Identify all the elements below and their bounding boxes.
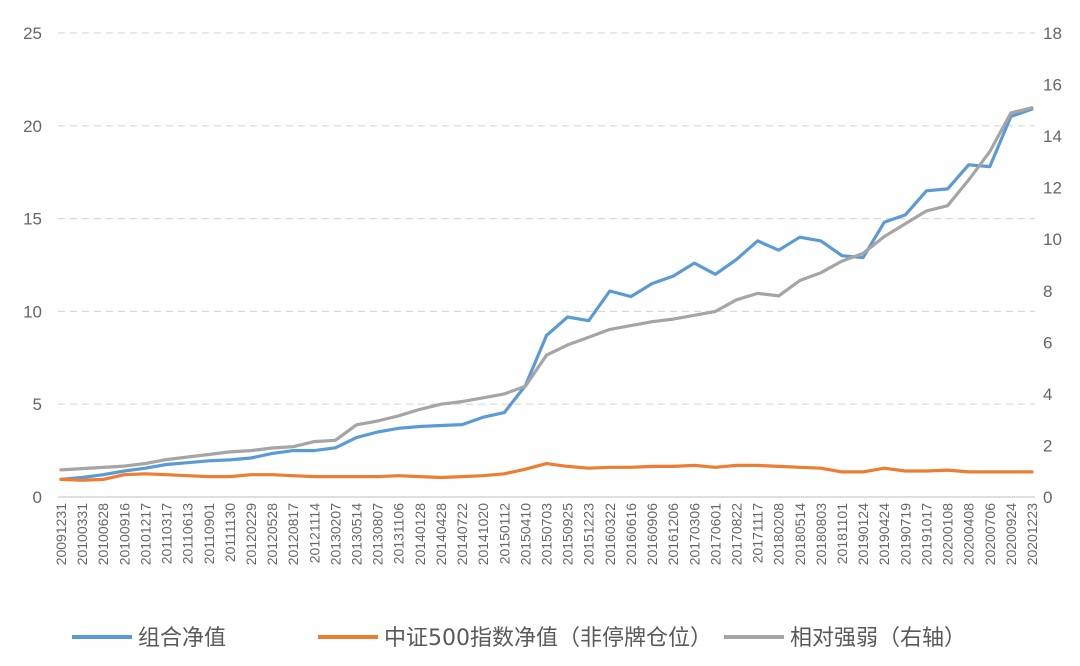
- series-line-1: [59, 462, 1034, 482]
- series-line-0: [59, 107, 1034, 481]
- legend-label-2: 相对强弱（右轴）: [790, 626, 966, 651]
- right-y-tick-label: 18: [1043, 24, 1062, 43]
- left-y-tick-label: 25: [23, 24, 42, 43]
- x-tick-label: 20140128: [412, 503, 428, 566]
- x-tick-label: 20160616: [623, 503, 639, 566]
- x-tick-label: 20150112: [496, 503, 512, 564]
- right-y-tick-label: 14: [1043, 127, 1062, 146]
- left-y-axis: 0 5 10 15 20 25: [23, 24, 42, 507]
- x-tick-label: 20170601: [707, 503, 723, 566]
- x-tick-label: 20100916: [116, 503, 132, 566]
- right-y-tick-label: 12: [1043, 179, 1062, 198]
- right-y-tick-label: 10: [1043, 230, 1062, 249]
- x-tick-label: 20130207: [327, 503, 343, 566]
- x-tick-label: 20190424: [876, 503, 892, 566]
- x-tick-label: 20170306: [686, 503, 702, 566]
- legend-label-1: 中证500指数净值（非停牌仓位）: [384, 626, 712, 651]
- x-tick-label: 20110901: [201, 503, 217, 564]
- x-tick-label: 20141020: [475, 503, 491, 566]
- x-tick-label: 20140722: [454, 503, 470, 566]
- x-tick-label: 20110317: [159, 503, 175, 564]
- x-tick-label: 20101217: [137, 503, 153, 566]
- x-tick-label: 20151223: [581, 503, 597, 566]
- left-y-tick-label: 15: [23, 210, 42, 229]
- right-y-tick-label: 6: [1043, 333, 1052, 352]
- x-tick-label: 20191017: [918, 503, 934, 566]
- x-tick-label: 20200706: [982, 503, 998, 566]
- x-tick-label: 20180803: [813, 503, 829, 566]
- left-y-tick-label: 0: [33, 488, 42, 507]
- left-y-tick-label: 20: [23, 117, 42, 136]
- x-tick-label: 20160322: [602, 503, 618, 566]
- x-tick-label: 20140428: [433, 503, 449, 566]
- right-y-tick-label: 4: [1043, 385, 1052, 404]
- x-tick-label: 20100628: [95, 503, 111, 566]
- x-tick-label: 20170822: [728, 503, 744, 566]
- x-tick-label: 20171117: [750, 503, 766, 563]
- x-tick-label: 20120528: [264, 503, 280, 566]
- x-tick-label: 20190124: [855, 503, 871, 566]
- x-tick-label: 20100331: [74, 503, 90, 566]
- series-lines: [59, 106, 1034, 482]
- series-line-2: [59, 106, 1034, 472]
- right-y-axis: 0 2 4 6 8 10 12 14 16 18: [1043, 24, 1062, 507]
- right-y-tick-label: 2: [1043, 436, 1052, 455]
- x-tick-label: 20130514: [349, 503, 365, 566]
- left-y-tick-label: 10: [23, 302, 42, 321]
- right-y-tick-label: 0: [1043, 488, 1052, 507]
- x-tick-label: 20131106: [391, 503, 407, 564]
- x-tick-label: 20200108: [940, 503, 956, 566]
- x-tick-label: 20091231: [53, 503, 69, 566]
- left-y-tick-label: 5: [33, 395, 42, 414]
- gridlines: [58, 32, 1035, 405]
- x-tick-label: 20190719: [897, 503, 913, 566]
- x-tick-label: 20200408: [961, 503, 977, 566]
- x-tick-label: 20181101: [834, 503, 850, 564]
- x-tick-label: 20111130: [222, 503, 238, 562]
- x-tick-label: 20200924: [1003, 503, 1019, 566]
- x-tick-label: 20120229: [243, 503, 259, 566]
- legend: 组合净值 中证500指数净值（非停牌仓位） 相对强弱（右轴）: [72, 626, 966, 651]
- x-tick-label: 20121114: [306, 503, 322, 563]
- x-tick-label: 20150703: [539, 503, 555, 566]
- x-tick-label: 20160906: [644, 503, 660, 566]
- x-tick-label: 20180514: [792, 503, 808, 566]
- right-y-tick-label: 8: [1043, 282, 1052, 301]
- legend-label-0: 组合净值: [138, 626, 226, 651]
- x-tick-label: 20110613: [180, 503, 196, 564]
- x-tick-label: 20201223: [1024, 503, 1040, 566]
- x-tick-label: 20150925: [560, 503, 576, 566]
- x-tick-label: 20150410: [517, 503, 533, 566]
- x-axis: 20091231 20100331 20100628 20100916 20101217…: [53, 503, 1040, 566]
- x-tick-label: 20180208: [771, 503, 787, 566]
- x-tick-label: 20130807: [370, 503, 386, 566]
- x-tick-label: 20161206: [665, 503, 681, 566]
- x-tick-label: 20120817: [285, 503, 301, 566]
- right-y-tick-label: 16: [1043, 76, 1062, 95]
